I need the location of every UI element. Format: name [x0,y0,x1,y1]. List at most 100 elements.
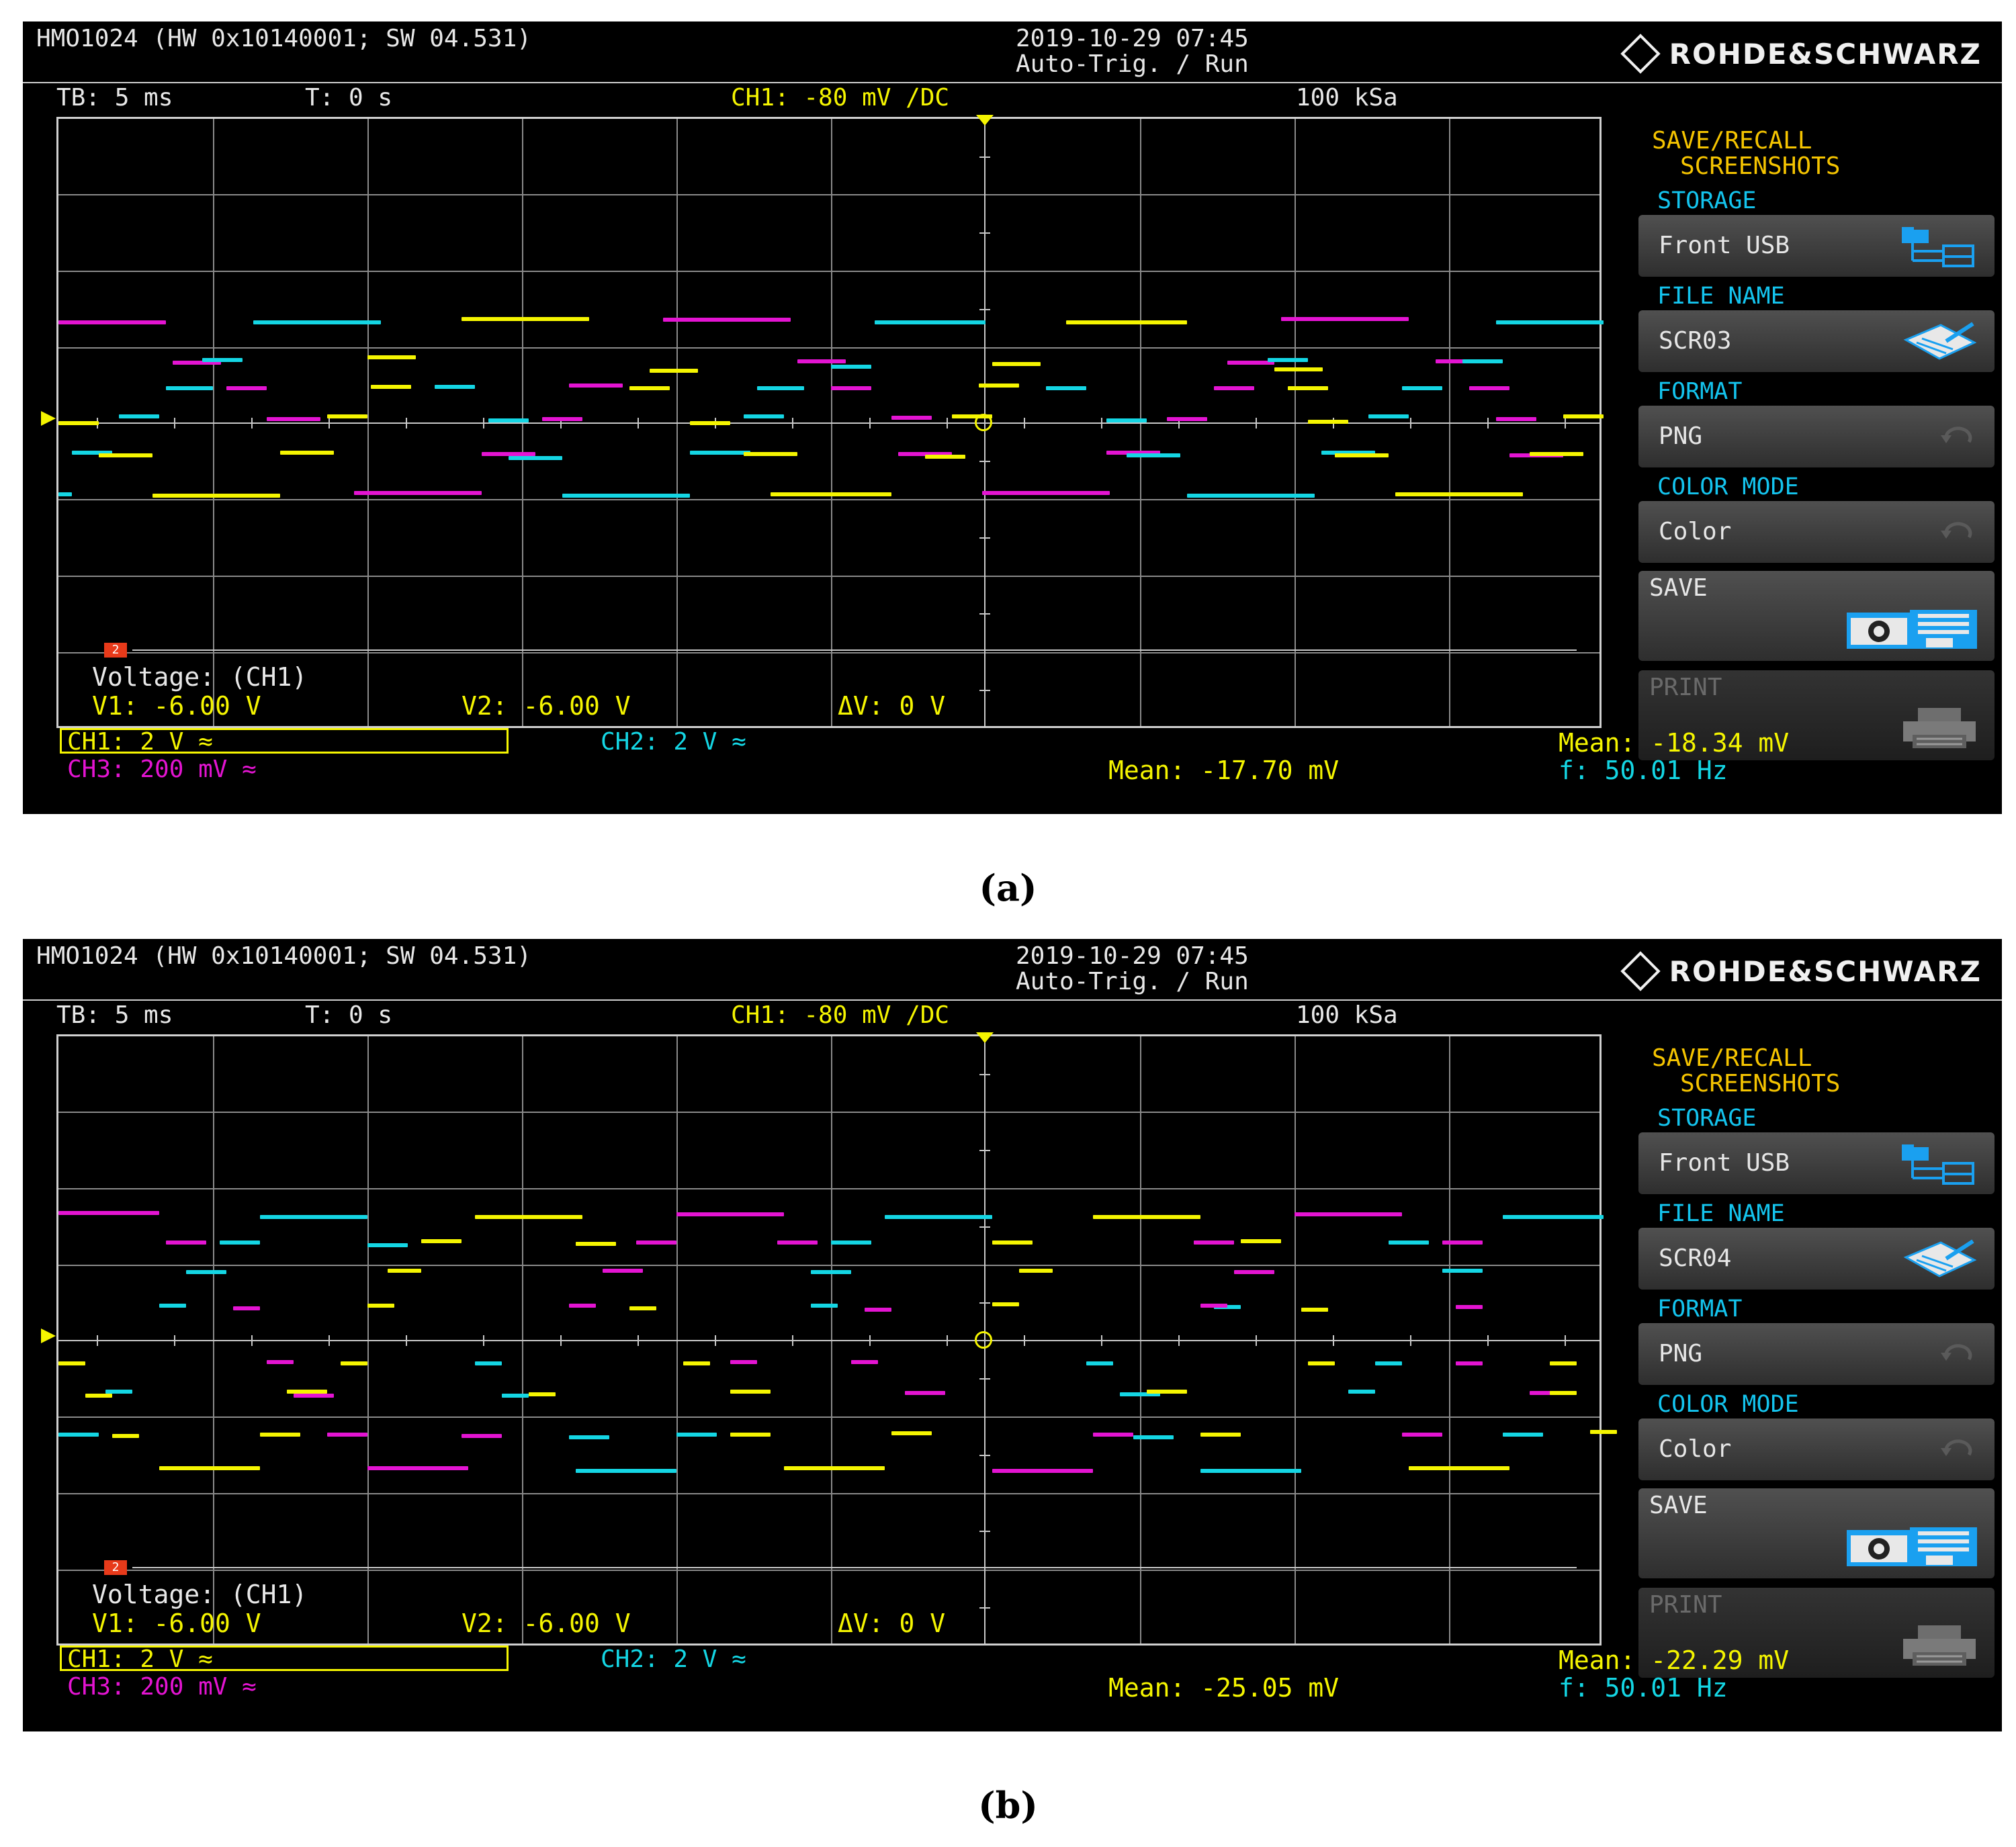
cursor-line[interactable] [132,1567,1577,1568]
color-mode-label: COLOR MODE [1657,474,1799,500]
ch1-scale[interactable]: CH1: 2 V ≈ [67,728,213,756]
ch1-selected-box [60,1646,509,1671]
trace-segment [1147,1390,1187,1394]
trigger-time[interactable]: T: 0 s [305,1001,393,1029]
trigger-setting[interactable]: CH1: -80 mV ∕DC [731,84,950,111]
trace-segment [1200,1304,1227,1308]
ch2-scale[interactable]: CH2: 2 V ≈ [601,728,746,756]
trace-segment [576,1242,616,1246]
menu-title-line2: SCREENSHOTS [1680,1070,1841,1097]
cursor-v2: V2: -6.00 V [462,1609,631,1638]
save-recall-menu: SAVE/RECALL SCREENSHOTS STORAGE Front US… [1632,1026,1995,1684]
cursor-2-marker[interactable]: 2 [104,643,127,658]
timebase[interactable]: TB: 5 ms [56,84,173,111]
trace-segment [1106,451,1160,455]
trace-segment [777,1241,818,1245]
datetime: 2019-10-29 07:45 [1016,25,1249,52]
trace-segment [1496,417,1536,421]
trace-segment [509,456,562,460]
format-button[interactable]: PNG [1638,406,1995,467]
cursor-line[interactable] [132,649,1577,651]
file-name-button[interactable]: SCR03 [1638,310,1995,372]
color-mode-button[interactable]: Color [1638,1418,1995,1480]
storage-button[interactable]: Front USB [1638,215,1995,277]
trace-segment [1530,452,1583,456]
channel-level-marker[interactable] [41,411,56,426]
trace-segment [891,1431,932,1435]
caption-a: (a) [979,866,1037,909]
trace-segment [435,385,475,389]
trace-segment [233,1306,260,1310]
trace-segment [757,386,804,390]
trace-segment [159,1304,186,1308]
trace-segment [475,1215,582,1219]
save-button[interactable]: SAVE [1638,1488,1995,1578]
scope-screen-b: HMO1024 (HW 0x10140001; SW 04.531) 2019-… [23,939,2002,1731]
sample-rate: 100 kSa [1296,84,1398,111]
print-button[interactable]: PRINT [1638,670,1995,760]
trace-segment [1133,1435,1174,1439]
trace-segment [629,386,670,390]
brand-diamond-icon [1620,950,1661,991]
trace-segment [992,362,1041,366]
file-name-button[interactable]: SCR04 [1638,1228,1995,1290]
trigger-setting[interactable]: CH1: -80 mV ∕DC [731,1001,950,1029]
channel-level-marker[interactable] [41,1328,56,1343]
waveform-display[interactable]: 2 Voltage: (CH1) V1: -6.00 V V2: -6.00 V… [41,1032,1617,1646]
brand-diamond-icon [1620,33,1661,74]
ch1-scale[interactable]: CH1: 2 V ≈ [67,1646,213,1673]
trigger-time[interactable]: T: 0 s [305,84,393,111]
trace-segment [831,386,871,390]
trace-segment [1456,1305,1483,1309]
trace-segment [287,1390,327,1394]
cursor-title: Voltage: (CH1) [92,1580,308,1609]
trace-segment [1389,1241,1429,1245]
trace-segment [1120,1392,1160,1396]
print-label: PRINT [1649,1591,1722,1619]
trace-segment [1503,1215,1604,1219]
trace-segment [979,384,1019,388]
trace-segment [898,452,952,456]
ch3-scale[interactable]: CH3: 200 mV ≈ [67,1673,257,1701]
mean-measurement-ch1: Mean: -25.05 mV [1108,1673,1340,1703]
trace-segment [294,1394,334,1398]
storage-button[interactable]: Front USB [1638,1132,1995,1194]
format-button[interactable]: PNG [1638,1323,1995,1385]
print-button[interactable]: PRINT [1638,1588,1995,1678]
save-button[interactable]: SAVE [1638,571,1995,661]
trace-segment [1234,1270,1274,1274]
trace-segment [1066,320,1187,324]
trace-segment [1321,451,1375,455]
cursor-2-marker[interactable]: 2 [104,1560,127,1575]
trace-segment [1227,361,1274,365]
trace-segment [1200,1433,1241,1437]
trace-segment [744,414,784,418]
trace-segment [885,1215,992,1219]
trace-segment [771,492,891,496]
trace-segment [226,386,267,390]
trace-segment [1214,386,1254,390]
trace-segment [992,1241,1033,1245]
trace-segment [905,1391,945,1395]
trace-segment [462,1434,502,1438]
trace-segment [85,1394,112,1398]
trace-segment [202,358,243,362]
timebase[interactable]: TB: 5 ms [56,1001,173,1029]
trace-segment [1214,1305,1241,1309]
ch2-scale[interactable]: CH2: 2 V ≈ [601,1646,746,1673]
trigger-position-marker[interactable] [976,1032,994,1043]
ch3-scale[interactable]: CH3: 200 mV ≈ [67,756,257,783]
format-label: FORMAT [1657,378,1743,405]
trace-segment [925,455,965,459]
color-mode-button[interactable]: Color [1638,501,1995,563]
trace-segment [367,355,416,359]
trace-segment [1194,1241,1234,1245]
trace-segment [1295,1212,1402,1216]
waveform-display[interactable]: 2 Voltage: (CH1) V1: -6.00 V V2: -6.00 V… [41,115,1604,728]
trigger-position-marker[interactable] [976,115,994,126]
trace-segment [1368,414,1409,418]
trace-segment [1301,1308,1328,1312]
trace-segment [1019,1269,1053,1273]
trace-segment [1402,1433,1442,1437]
trace-segment [529,1392,556,1396]
